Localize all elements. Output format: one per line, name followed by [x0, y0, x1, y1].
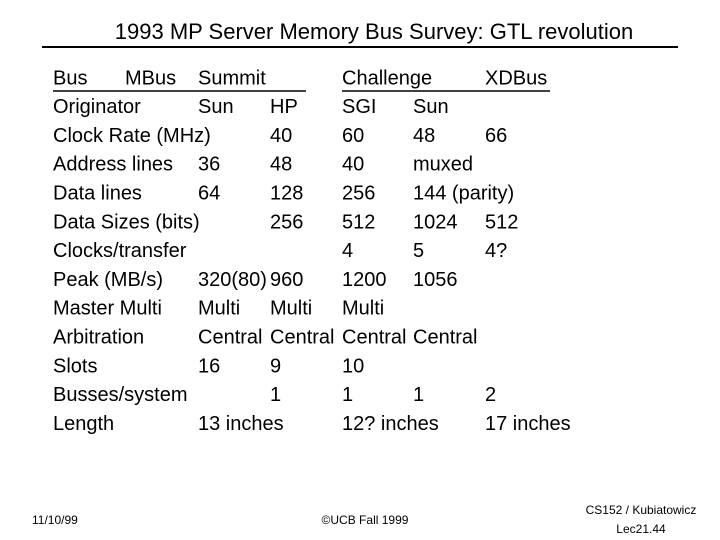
table-cell: Data lines: [53, 182, 142, 204]
table-cell: Sun: [413, 96, 449, 118]
table-cell: 40: [270, 125, 292, 147]
table-cell: Multi: [270, 298, 312, 320]
table-cell: 512: [342, 211, 375, 233]
table-cell: HP: [270, 96, 298, 118]
table-cell: 1056: [413, 269, 458, 291]
table-cell: 960: [270, 269, 303, 291]
table-cell: 60: [342, 125, 364, 147]
table-cell: Busses/system: [53, 384, 187, 406]
table-cell: 16: [198, 355, 220, 377]
table-cell: 12? inches: [342, 413, 439, 435]
table-cell: Central: [270, 326, 334, 348]
table-cell: Central: [342, 326, 406, 348]
table-cell: 9: [270, 355, 281, 377]
table-cell: 256: [270, 211, 303, 233]
table-cell: 40: [342, 154, 364, 176]
table-cell: 17 inches: [485, 413, 571, 435]
table-cell: 48: [413, 125, 435, 147]
table-cell: Length: [53, 413, 114, 435]
table-cell: muxed: [413, 154, 473, 176]
footer-course: CS152 / Kubiatowicz: [586, 503, 697, 517]
table-cell: Clocks/transfer: [53, 240, 187, 262]
table-cell: 1: [270, 384, 281, 406]
slide-title: 1993 MP Server Memory Bus Survey: GTL re…: [115, 19, 633, 44]
table-cell: 4?: [485, 240, 507, 262]
table-cell: 1200: [342, 269, 387, 291]
table-cell: Multi: [198, 298, 240, 320]
table-cell: 512: [485, 211, 518, 233]
footer-date: 11/10/99: [32, 513, 78, 527]
table-cell: 13 inches: [198, 413, 284, 435]
table-cell: Sun: [198, 96, 234, 118]
table-cell: Bus: [53, 67, 87, 89]
table-cell: 1: [413, 384, 424, 406]
table-cell: Challenge: [342, 67, 432, 89]
table-cell: 1024: [413, 211, 458, 233]
table-cell: Slots: [53, 355, 97, 377]
table-cell: SGI: [342, 96, 376, 118]
table-cell: 36: [198, 154, 220, 176]
table-cell: Multi: [342, 298, 384, 320]
table-cell: Master Multi: [53, 298, 162, 320]
table-cell: 10: [342, 355, 364, 377]
table-cell: 144 (parity): [413, 182, 514, 204]
table-cell: XDBus: [485, 67, 547, 89]
footer-lecture: Lec21.44: [616, 522, 666, 536]
table-cell: 66: [485, 125, 507, 147]
table-cell: 2: [485, 384, 496, 406]
table-cell: Clock Rate (MHz): [53, 125, 211, 147]
table: Bus MBus Summit Challenge XDBus Originator Sun…: [53, 67, 571, 435]
table-cell: 64: [198, 182, 220, 204]
table-cell: MBus: [125, 67, 176, 89]
table-cell: 48: [270, 154, 292, 176]
footer-center: ©UCB Fall 1999: [322, 513, 409, 527]
table-cell: Central: [413, 326, 477, 348]
table-cell: 1: [342, 384, 353, 406]
table-cell: 4: [342, 240, 353, 262]
table-cell: Data Sizes (bits): [53, 211, 200, 233]
table-cell: Peak (MB/s): [53, 269, 163, 291]
table-cell: 5: [413, 240, 424, 262]
table-cell: Arbitration: [53, 326, 144, 348]
table-cell: Central: [198, 326, 262, 348]
table-cell: 128: [270, 182, 303, 204]
table-cell: Originator: [53, 96, 141, 118]
table-cell: Address lines: [53, 154, 173, 176]
table-cell: 256: [342, 182, 375, 204]
table-cell: 320(80): [198, 269, 267, 291]
table-cell: Summit: [198, 67, 266, 89]
